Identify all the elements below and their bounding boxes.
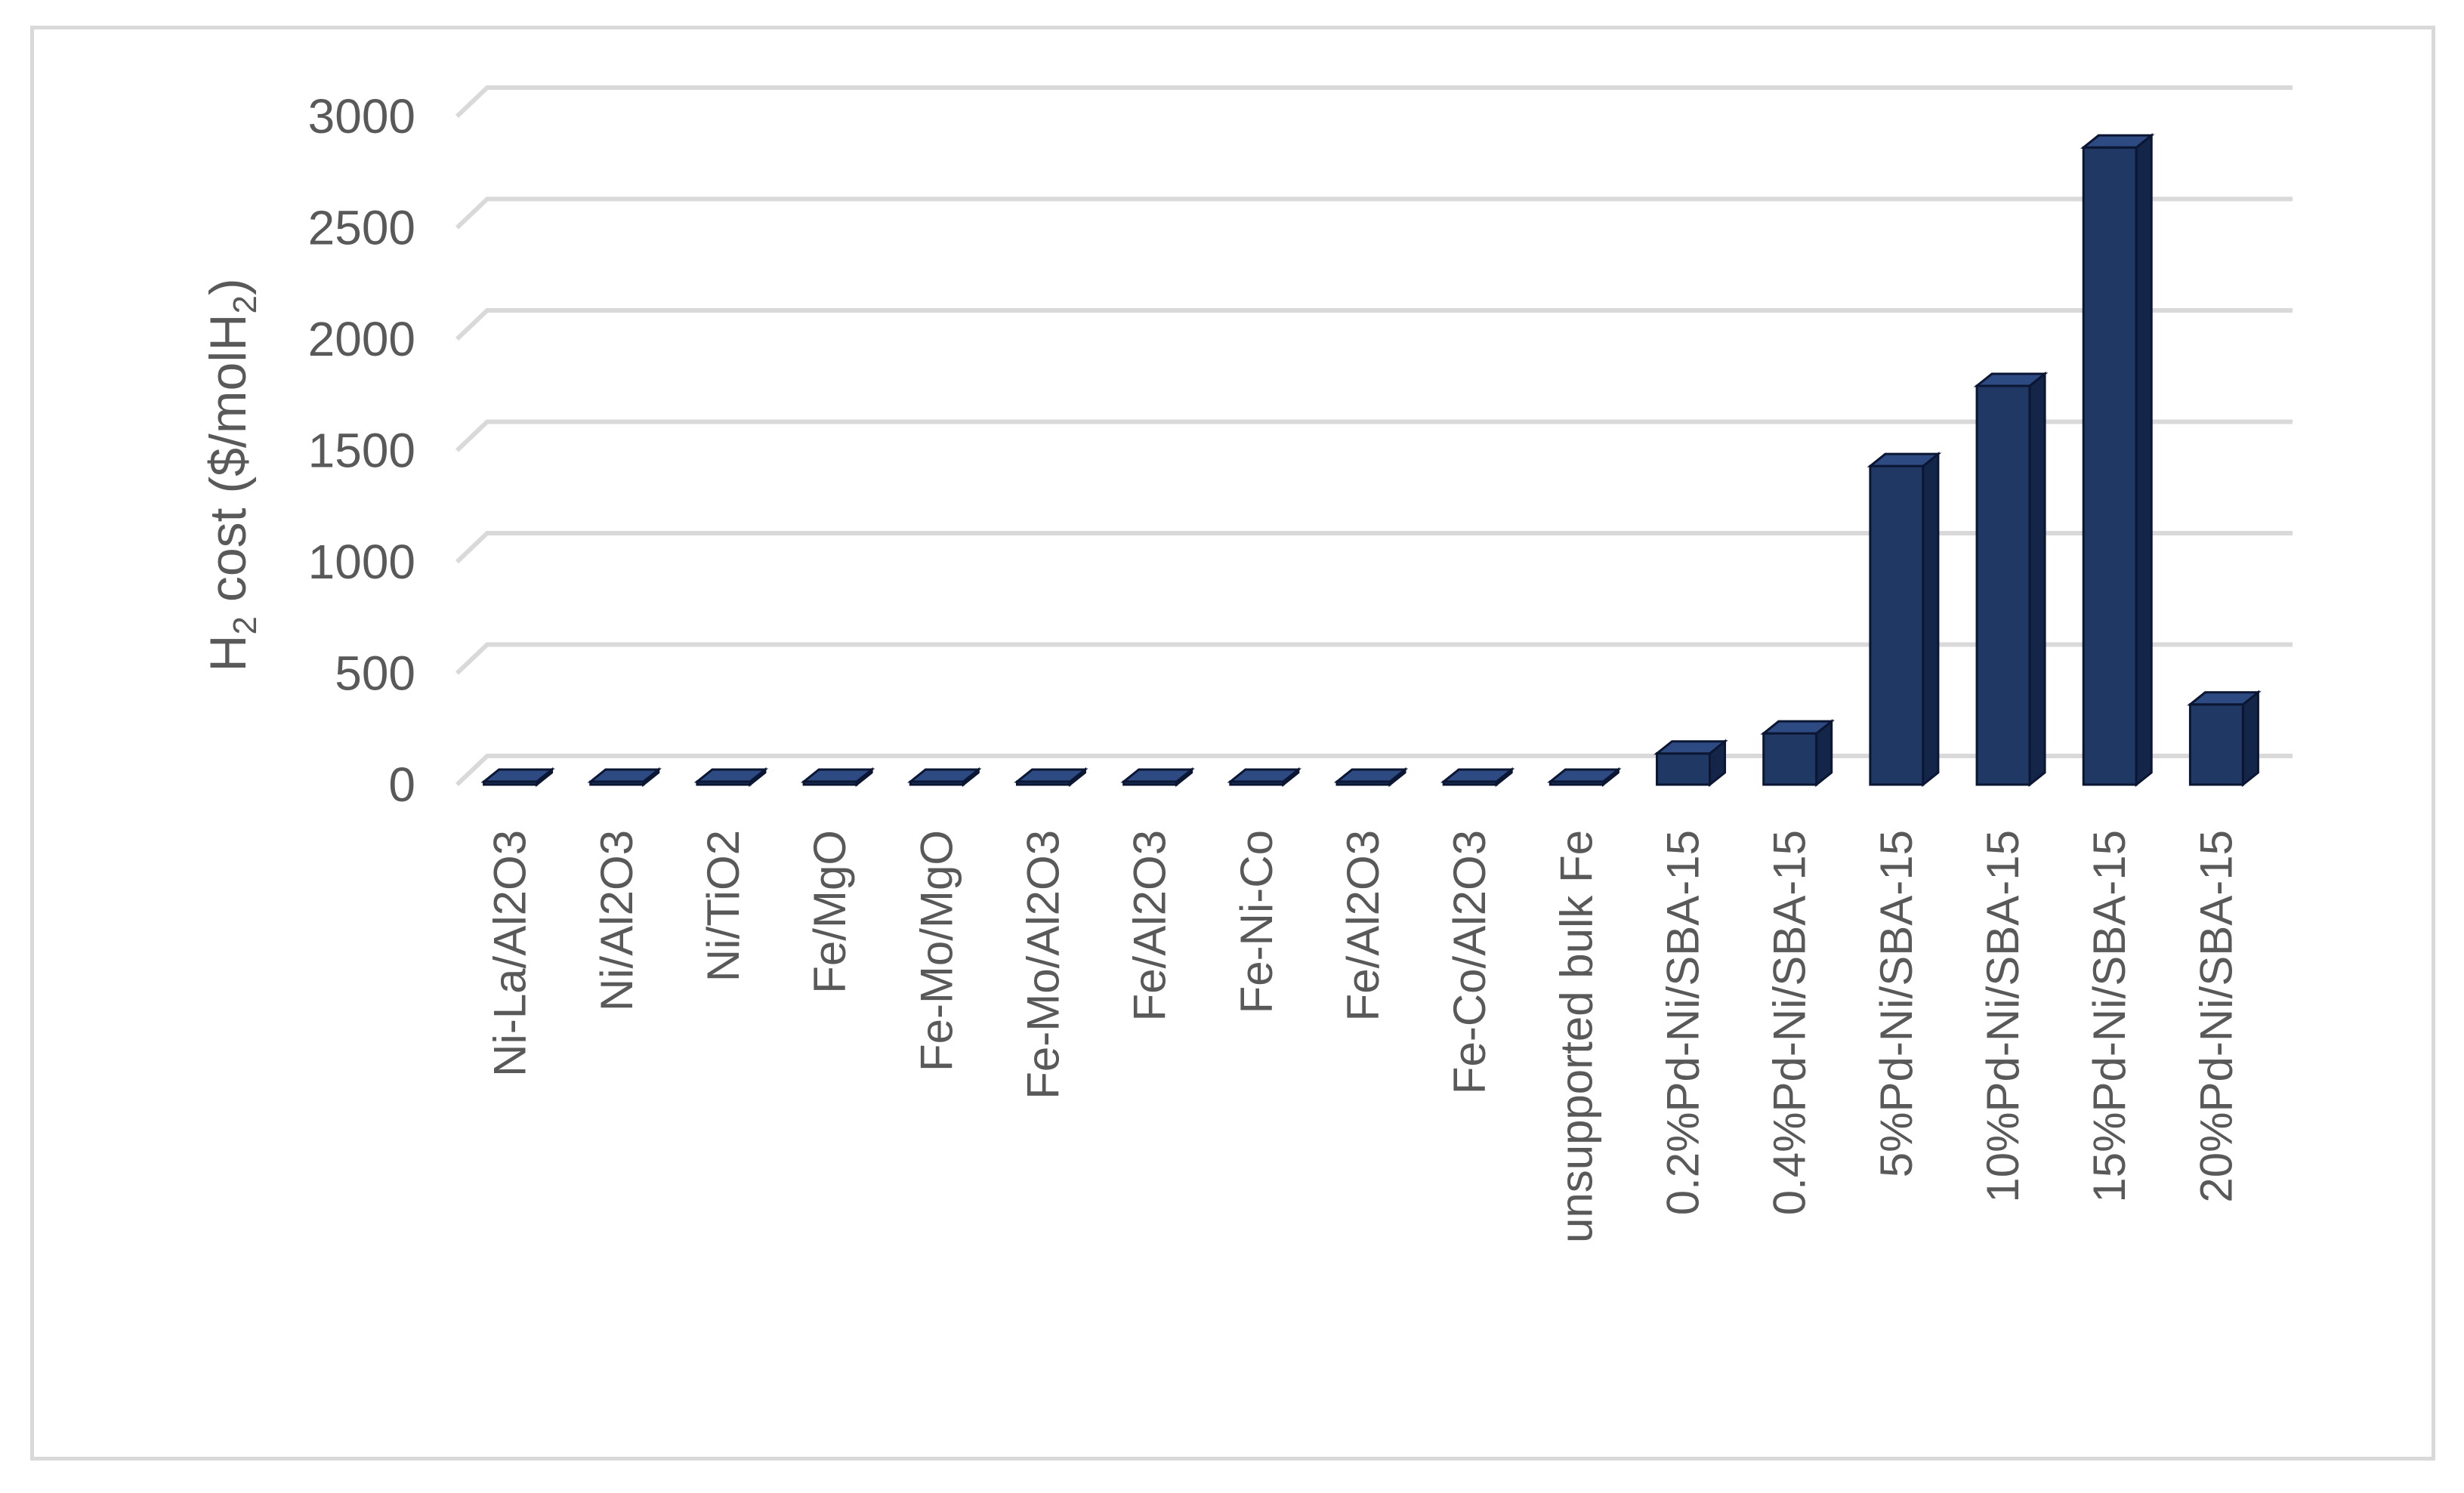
x-category-label: Ni-La/Al2O3 <box>485 830 536 1077</box>
bar-top <box>480 768 555 783</box>
x-category-label: Fe-Mo/MgO <box>911 830 962 1072</box>
bar-front <box>1656 752 1712 786</box>
x-category-label: 0.4%Pd-Ni/SBA-15 <box>1765 830 1815 1215</box>
gridlines <box>455 85 2293 787</box>
bar <box>1760 719 1835 788</box>
bar <box>2080 133 2155 788</box>
x-category-label: Fe-Ni-Co <box>1231 830 1282 1013</box>
bar-front <box>2082 146 2138 786</box>
y-tick-label: 0 <box>388 757 415 812</box>
bar-top <box>1440 768 1515 783</box>
x-category-label: 20%Pd-Ni/SBA-15 <box>2191 830 2241 1203</box>
y-tick-label: 3000 <box>308 89 415 143</box>
x-axis-categories: Ni-La/Al2O3 Ni/Al2O3 Ni/TiO2 Fe/MgO Fe-Mo/Mg… <box>485 830 2242 1243</box>
x-category-label: 10%Pd-Ni/SBA-15 <box>1978 830 2028 1203</box>
chart-frame: 0 500 1000 1500 2000 2500 3000 Ni-La/Al2O3 Ni/A… <box>30 26 2435 1461</box>
x-category-label: Fe-Mo/Al2O3 <box>1017 830 1068 1100</box>
bar-front <box>2188 703 2244 786</box>
y-axis-ticks: 0 500 1000 1500 2000 2500 3000 <box>308 89 415 812</box>
bar <box>693 767 769 788</box>
bar <box>800 767 875 788</box>
gridline <box>455 196 2293 230</box>
bar-top <box>800 768 875 783</box>
gridline <box>455 531 2293 564</box>
bar <box>1227 767 1302 788</box>
bar-top <box>693 768 769 783</box>
bar-top <box>1547 768 1622 783</box>
bar-top <box>1120 768 1195 783</box>
bar-front <box>1975 384 2031 786</box>
bar <box>1333 767 1409 788</box>
bar-top <box>1227 768 1302 783</box>
x-category-label: Ni/TiO2 <box>698 830 749 982</box>
bar <box>1973 371 2049 788</box>
y-axis-title: H2 cost ($/molH2) <box>199 278 264 671</box>
x-category-label: Fe/MgO <box>804 830 855 994</box>
x-category-label: Ni/Al2O3 <box>591 830 642 1011</box>
y-tick-label: 500 <box>335 646 415 701</box>
x-category-label: 0.2%Pd-Ni/SBA-15 <box>1658 830 1709 1215</box>
bar-top <box>1333 768 1409 783</box>
bar-front <box>1869 464 1925 786</box>
bar-top <box>2187 691 2262 706</box>
bar-top <box>1867 452 1942 467</box>
bar-top <box>1653 740 1728 755</box>
y-tick-label: 2500 <box>308 201 415 255</box>
x-category-label: Fe-Co/Al2O3 <box>1444 830 1495 1094</box>
bar <box>1653 739 1728 788</box>
x-category-label: 15%Pd-Ni/SBA-15 <box>2084 830 2135 1203</box>
bar-chart: 0 500 1000 1500 2000 2500 3000 Ni-La/Al2O3 Ni/A… <box>199 85 2293 1243</box>
bar-front <box>1762 732 1818 786</box>
bar-top <box>1973 372 2049 387</box>
bar-top <box>907 768 982 783</box>
bar <box>1547 767 1622 788</box>
bar-top <box>587 768 662 783</box>
bar-side <box>1922 452 1940 788</box>
bar <box>1440 767 1515 788</box>
bar <box>2187 689 2262 788</box>
bar-top <box>1014 768 1088 783</box>
bar <box>1014 767 1088 788</box>
bars <box>480 133 2262 788</box>
y-tick-label: 1500 <box>308 424 415 478</box>
bar <box>1120 767 1195 788</box>
bar <box>587 767 662 788</box>
x-category-label: unsupported bulk Fe <box>1551 830 1601 1243</box>
bar <box>480 767 555 788</box>
gridline <box>455 642 2293 675</box>
gridline <box>455 308 2293 341</box>
gridline <box>455 85 2293 119</box>
y-tick-label: 1000 <box>308 535 415 589</box>
y-tick-label: 2000 <box>308 312 415 366</box>
bar-side <box>2028 371 2046 788</box>
bar-side <box>2241 689 2259 788</box>
bar-top <box>1760 720 1835 735</box>
bar <box>907 767 982 788</box>
x-category-label: Fe/Al2O3 <box>1338 830 1388 1021</box>
x-category-label: Fe/Al2O3 <box>1125 830 1175 1021</box>
x-category-label: 5%Pd-Ni/SBA-15 <box>1871 830 1922 1177</box>
bar-side <box>2135 133 2153 788</box>
bar <box>1867 452 1942 788</box>
bar-top <box>2080 134 2155 149</box>
gridline <box>455 419 2293 452</box>
